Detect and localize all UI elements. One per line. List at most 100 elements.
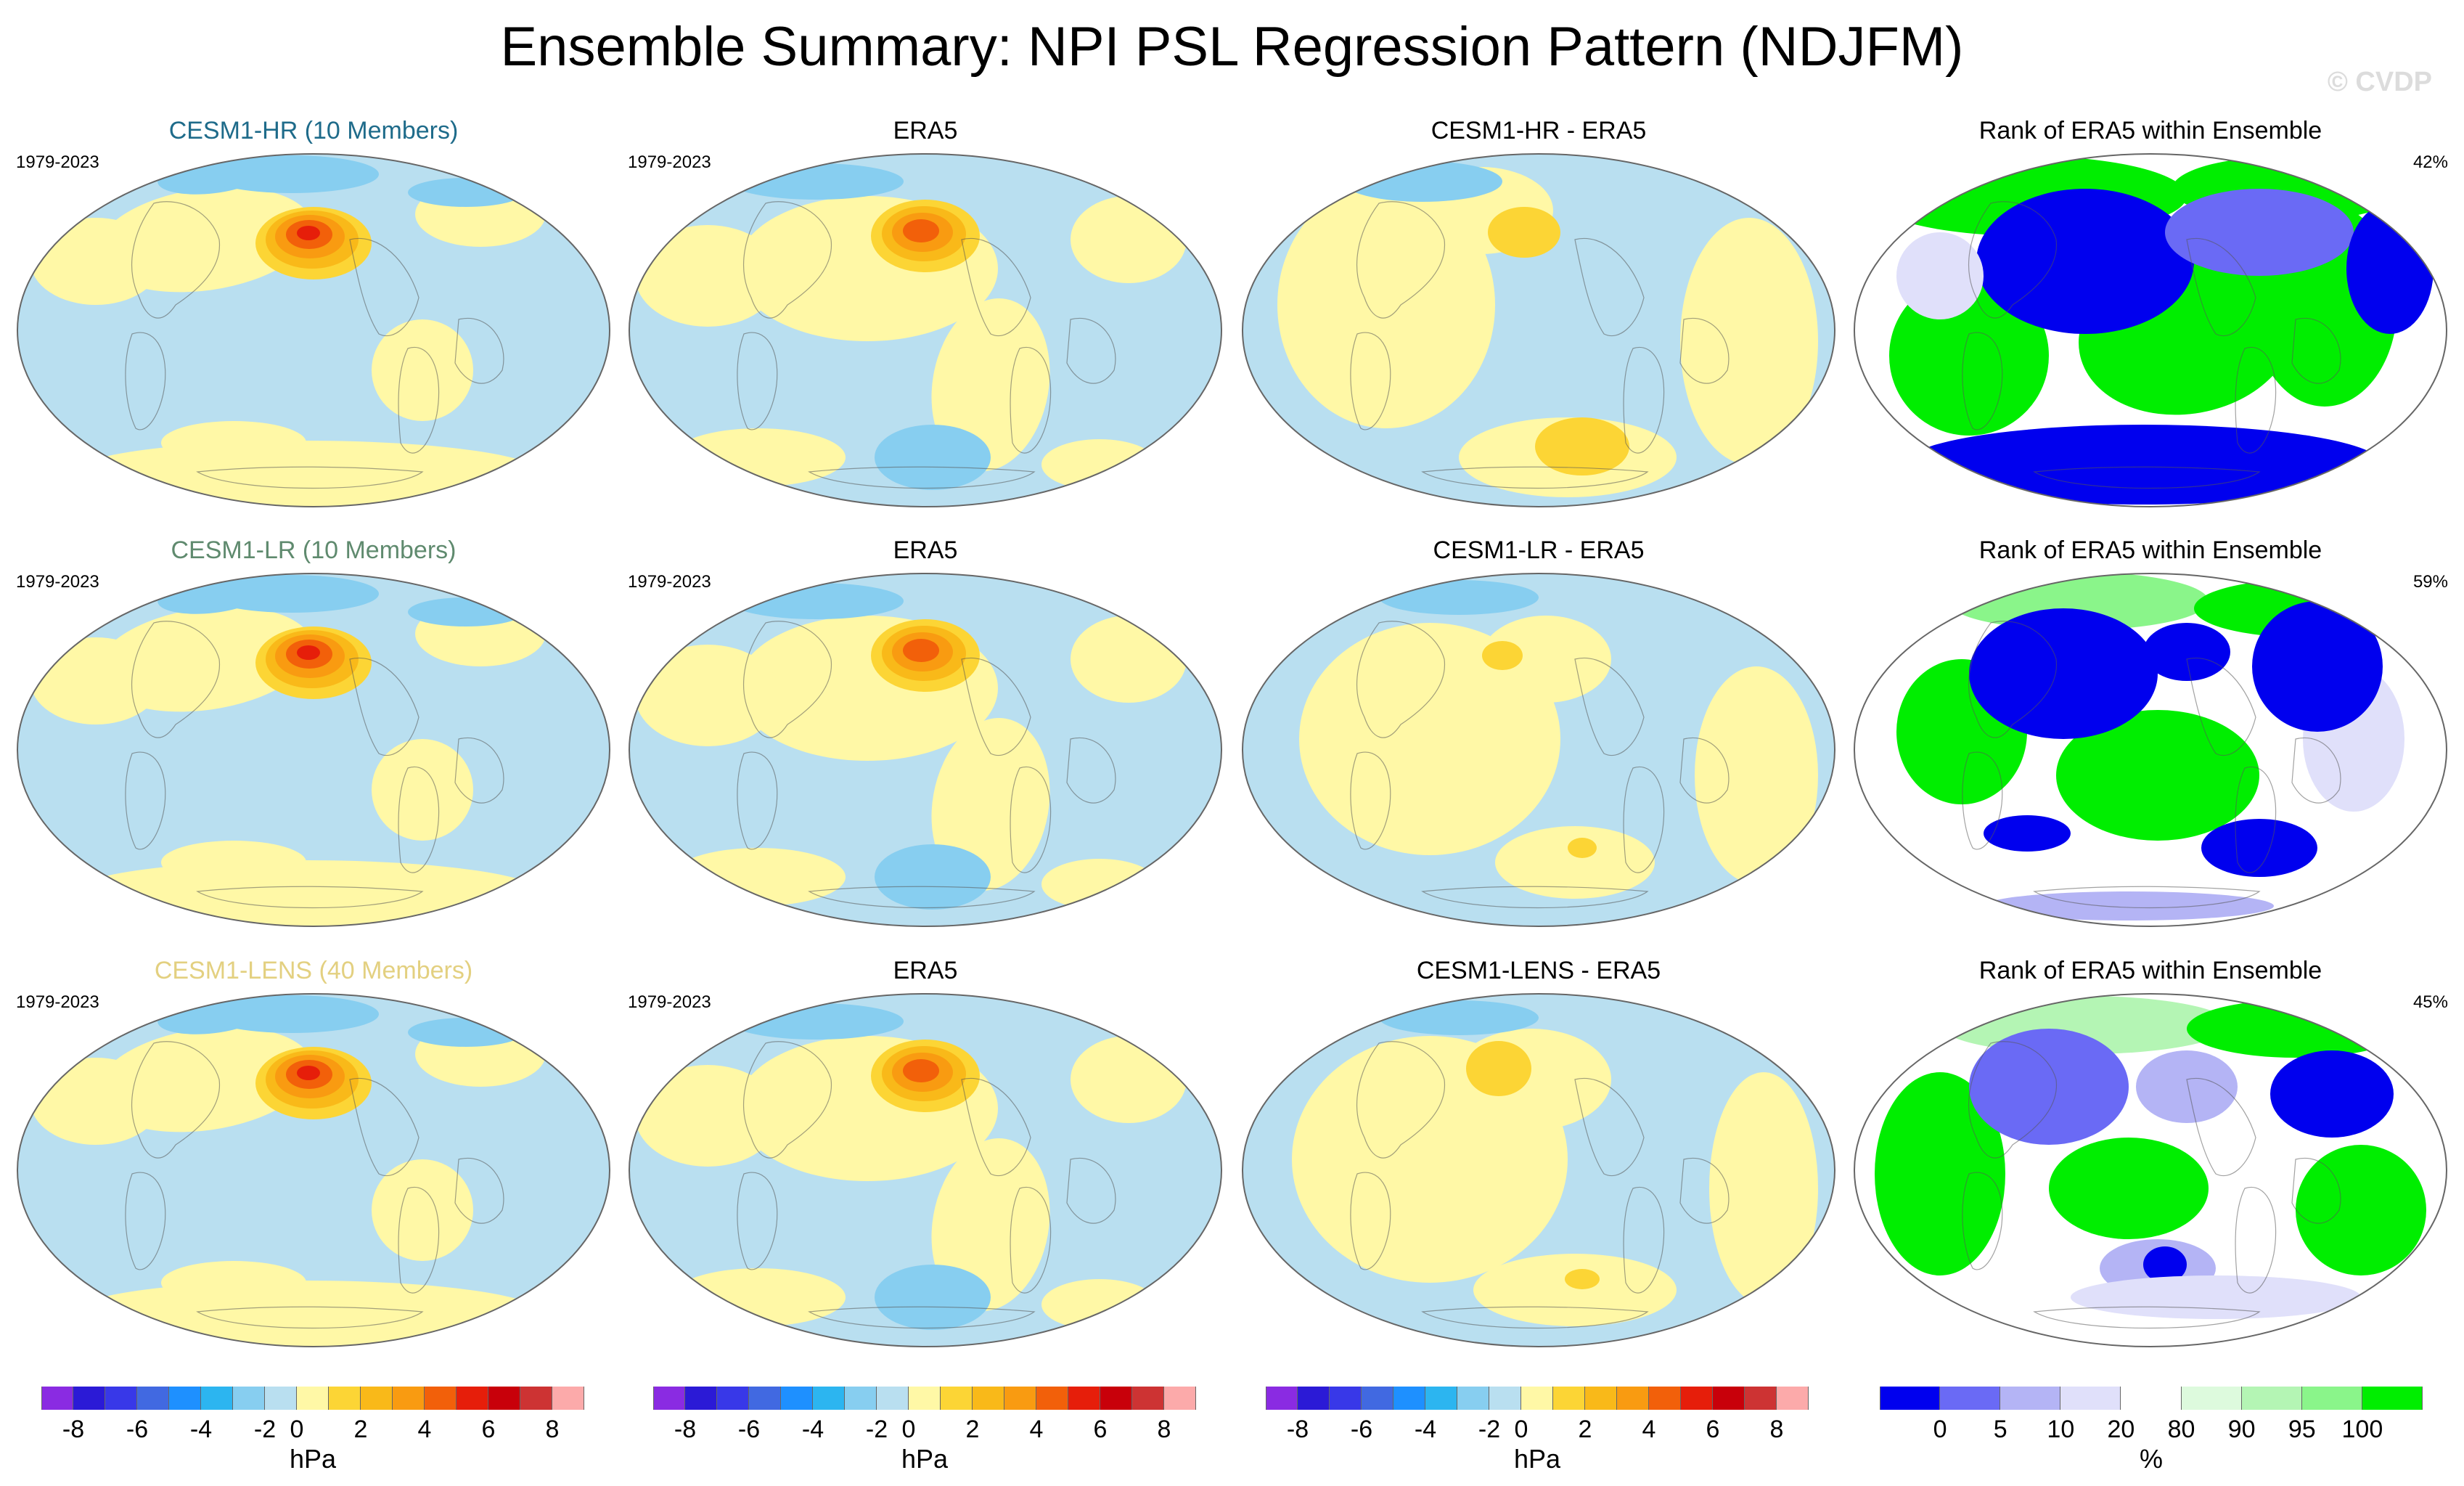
- coastline: [1066, 737, 1116, 804]
- coastline: [1962, 332, 2003, 430]
- coastline: [454, 1157, 504, 1224]
- colorbar-tick-label: 4: [1642, 1416, 1656, 1443]
- contour-region: [1041, 859, 1158, 910]
- colorbar-tick-label: 10: [2047, 1416, 2075, 1443]
- rank-panel-title: Rank of ERA5 within Ensemble: [1978, 957, 2322, 984]
- contour-region: [1071, 196, 1187, 283]
- colorbar-swatch: [1617, 1387, 1649, 1410]
- colorbar-swatch: [717, 1387, 749, 1410]
- contour-region: [408, 597, 524, 626]
- coastline: [398, 1186, 440, 1294]
- colorbar-tick-label: -8: [62, 1416, 85, 1443]
- colorbar-tick-label: 0: [1933, 1416, 1947, 1443]
- coastline: [2235, 346, 2277, 454]
- contour-region: [372, 319, 473, 421]
- contour-region: [297, 645, 320, 660]
- colorbar-swatch: [488, 1387, 520, 1410]
- period-label: 1979-2023: [16, 572, 99, 592]
- colorbar-swatch: [1585, 1387, 1617, 1410]
- colorbar-swatch: [877, 1387, 909, 1410]
- contour-region: [1984, 891, 2274, 920]
- contour-region: [2346, 203, 2434, 334]
- coastline: [131, 201, 221, 319]
- coastline: [1574, 1077, 1645, 1177]
- rank-map: [1854, 993, 2447, 1347]
- contour-region: [2143, 623, 2230, 681]
- coastline: [2033, 886, 2261, 909]
- coastline: [1574, 237, 1645, 337]
- coastline: [808, 886, 1036, 909]
- coastline: [1962, 751, 2003, 850]
- obs-panel-title: ERA5: [893, 957, 958, 984]
- colorbar-swatch: [1393, 1387, 1425, 1410]
- difference-panel-title: CESM1-LENS - ERA5: [1416, 957, 1661, 984]
- contour-region: [372, 739, 473, 841]
- colorbar-swatch: [685, 1387, 717, 1410]
- coastline: [454, 737, 504, 804]
- rank-panel-title: Rank of ERA5 within Ensemble: [1978, 117, 2322, 144]
- globe-outline: [17, 573, 610, 927]
- contour-region: [1041, 439, 1158, 490]
- coastline: [1968, 1041, 2058, 1159]
- contour-region: [2136, 1050, 2238, 1123]
- coastline: [1356, 621, 1446, 738]
- coastline: [1421, 886, 1649, 909]
- contour-region: [1379, 580, 1539, 615]
- coastline: [1968, 201, 2058, 319]
- coastline: [2033, 466, 2261, 489]
- contour-region: [2201, 819, 2317, 877]
- contour-region: [1969, 1029, 2129, 1145]
- globe-outline: [1854, 993, 2447, 1347]
- coastline: [1968, 621, 2058, 738]
- coastline: [349, 1077, 419, 1177]
- model-panel-title: CESM1-LENS (40 Members): [154, 957, 473, 984]
- globe-outline: [1242, 993, 1835, 1347]
- colorbar-swatch: [2121, 1387, 2182, 1410]
- contour-region: [161, 841, 306, 884]
- contour-region: [931, 298, 1050, 471]
- colorbar-swatch: [941, 1387, 973, 1410]
- era5-psl-map: [629, 993, 1222, 1347]
- colorbar-swatch: [2181, 1387, 2242, 1410]
- coastline: [1623, 346, 1665, 454]
- colorbar-tick-label: -4: [801, 1416, 824, 1443]
- colorbar-swatch: [781, 1387, 813, 1410]
- colorbar-tick-label: -2: [253, 1416, 277, 1443]
- contour-region: [903, 219, 939, 242]
- coastline: [1574, 657, 1645, 756]
- contour-region: [205, 575, 379, 613]
- colorbar-swatch: [813, 1387, 845, 1410]
- colorbar-swatch: [393, 1387, 425, 1410]
- coastline: [2186, 1077, 2256, 1177]
- contour-region: [2143, 1246, 2187, 1283]
- colorbar-tick-label: 100: [2341, 1416, 2383, 1443]
- contour-region: [875, 1265, 991, 1330]
- coastline: [2235, 766, 2277, 873]
- contour-region: [1568, 838, 1597, 858]
- coastline: [1066, 317, 1116, 384]
- coastline: [398, 346, 440, 454]
- colorbar-swatch: [1362, 1387, 1393, 1410]
- contour-region: [729, 583, 904, 619]
- colorbar-tick-label: 0: [1514, 1416, 1528, 1443]
- contour-region: [1495, 826, 1655, 899]
- coastline: [2186, 657, 2256, 756]
- contour-region: [931, 1138, 1050, 1311]
- contour-region: [2252, 601, 2383, 732]
- colorbar-tick-label: 20: [2107, 1416, 2135, 1443]
- rank-percentage: 59%: [2412, 572, 2448, 592]
- colorbar-swatch: [1425, 1387, 1457, 1410]
- colorbar-swatch: [1553, 1387, 1585, 1410]
- coastline: [1010, 1186, 1052, 1294]
- colorbar-swatch: [73, 1387, 105, 1410]
- cvdp-watermark: © CVDP: [2327, 67, 2432, 97]
- colorbar-tick-label: 6: [1093, 1416, 1108, 1443]
- colorbar-unit: %: [2139, 1444, 2164, 1474]
- colorbar-swatch: [297, 1387, 329, 1410]
- contour-region: [161, 421, 306, 465]
- globe-outline: [629, 153, 1222, 507]
- coastline: [1679, 317, 1730, 384]
- contour-region: [2187, 1000, 2404, 1058]
- colorbar-swatch: [1521, 1387, 1553, 1410]
- colorbar-tick-label: 8: [545, 1416, 560, 1443]
